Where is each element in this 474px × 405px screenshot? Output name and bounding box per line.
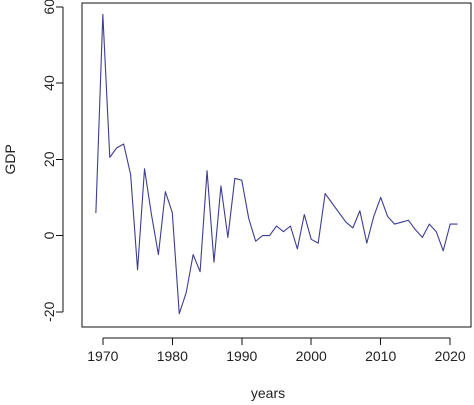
gdp-series-line — [95, 13, 458, 315]
x-tick-label: 1970 — [87, 348, 118, 364]
y-axis: -20 0 20 40 60 GDP — [2, 0, 64, 322]
x-axis-label: years — [251, 385, 285, 401]
x-tick-label: 1990 — [226, 348, 257, 364]
series-layer — [95, 13, 458, 315]
y-tick-label: -20 — [41, 301, 57, 321]
x-axis: 1970 1980 1990 2000 2010 2020 years — [87, 337, 466, 401]
x-tick-label: 2010 — [365, 348, 396, 364]
x-tick-label: 2000 — [296, 348, 327, 364]
y-tick-label: 0 — [41, 231, 57, 239]
x-tick-label: 2020 — [435, 348, 466, 364]
y-tick-label: 40 — [41, 75, 57, 91]
x-axis-ticks: 1970 1980 1990 2000 2010 2020 — [87, 338, 466, 364]
y-tick-label: 60 — [41, 0, 57, 15]
y-axis-ticks: -20 0 20 40 60 — [41, 0, 63, 322]
plot-area-frame — [81, 2, 472, 328]
y-tick-label: 20 — [41, 151, 57, 167]
y-axis-label: GDP — [2, 144, 18, 174]
x-tick-label: 1980 — [157, 348, 188, 364]
